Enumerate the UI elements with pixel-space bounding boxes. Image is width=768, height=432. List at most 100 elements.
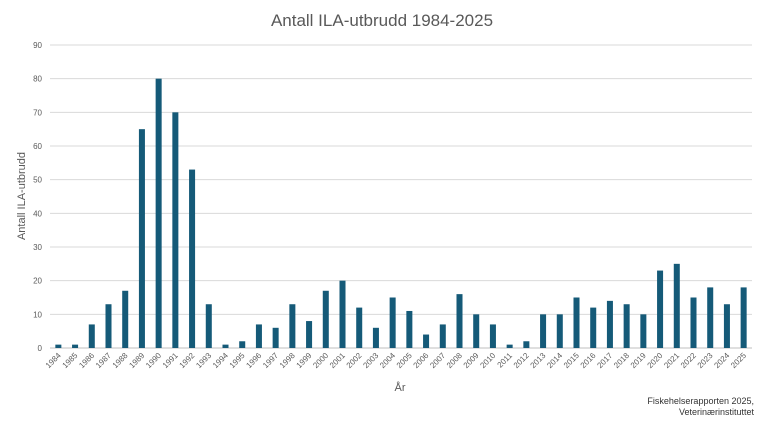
bar-1987	[105, 304, 112, 348]
bar-2019	[640, 314, 647, 348]
bar-2011	[506, 344, 513, 348]
x-tick-label: 2007	[428, 351, 447, 370]
source-line-2: Veterinærinstituttet	[678, 407, 754, 417]
source-note: Fiskehelserapporten 2025, Veterinærinsti…	[647, 396, 754, 418]
bar-1989	[138, 129, 145, 348]
bar-2007	[439, 324, 446, 348]
x-tick-label: 2015	[562, 351, 581, 370]
bar-2005	[406, 310, 413, 348]
x-tick-label: 1995	[228, 351, 247, 370]
bar-2025	[740, 287, 747, 348]
bars	[55, 78, 747, 349]
chart-title: Antall ILA-utbrudd 1984-2025	[271, 11, 493, 30]
x-tick-label: 1991	[161, 351, 180, 370]
x-tick-label: 1989	[127, 351, 146, 370]
x-tick-label: 2017	[595, 351, 614, 370]
x-tick-label: 2024	[712, 351, 731, 370]
x-tick-label: 1999	[295, 351, 314, 370]
x-tick-label: 1994	[211, 351, 230, 370]
x-tick-label: 2023	[696, 351, 715, 370]
bar-1991	[172, 112, 179, 348]
x-tick-label: 2020	[646, 351, 665, 370]
bar-2022	[690, 297, 697, 348]
y-axis-label: Antall ILA-utbrudd	[16, 152, 28, 240]
bar-1992	[189, 169, 196, 348]
y-tick-label: 0	[38, 344, 43, 353]
y-tick-label: 70	[33, 108, 42, 117]
bar-2010	[489, 324, 496, 348]
x-tick-label: 2004	[378, 351, 397, 370]
bar-2015	[573, 297, 580, 348]
x-axis-label: År	[395, 381, 406, 394]
x-tick-label: 1997	[261, 351, 280, 370]
source-line-1: Fiskehelserapporten 2025,	[647, 396, 754, 406]
bar-2000	[322, 290, 329, 348]
bar-2017	[606, 300, 613, 348]
y-tick-label: 30	[33, 243, 42, 252]
bar-1990	[155, 78, 162, 349]
x-tick-label: 2018	[612, 351, 631, 370]
gridlines	[50, 44, 752, 349]
x-tick-label: 1996	[244, 351, 263, 370]
bar-2024	[723, 304, 730, 348]
bar-1995	[239, 341, 246, 348]
bar-2006	[423, 334, 430, 348]
bar-1998	[289, 304, 296, 348]
bar-1985	[72, 344, 79, 348]
bar-2023	[707, 287, 714, 348]
x-tick-label: 2016	[579, 351, 598, 370]
bar-2004	[389, 297, 396, 348]
y-tick-label: 50	[33, 176, 42, 185]
y-tick-label: 90	[33, 41, 42, 50]
x-tick-label: 1986	[77, 351, 96, 370]
bar-2008	[456, 294, 463, 348]
x-tick-label: 1998	[278, 351, 297, 370]
x-tick-label: 1988	[111, 351, 130, 370]
x-axis-ticks: 1984198519861987198819891990199119921993…	[44, 351, 749, 370]
bar-2012	[523, 341, 530, 348]
y-axis-ticks: 0 10 20 30 40 50 60 70 80 90	[33, 41, 42, 353]
x-tick-label: 2019	[629, 351, 648, 370]
x-tick-label: 2009	[462, 351, 481, 370]
y-tick-label: 10	[33, 310, 42, 319]
x-tick-label: 2022	[679, 351, 698, 370]
x-tick-label: 2021	[662, 351, 681, 370]
bar-2014	[556, 314, 563, 348]
bar-2018	[623, 304, 630, 348]
x-tick-label: 2025	[729, 351, 748, 370]
y-tick-label: 20	[33, 277, 42, 286]
bar-1996	[255, 324, 262, 348]
bar-1999	[306, 321, 313, 348]
bar-2002	[356, 307, 363, 348]
x-tick-label: 2011	[496, 351, 515, 370]
x-tick-label: 1987	[94, 351, 113, 370]
x-tick-label: 2002	[345, 351, 364, 370]
bar-2003	[372, 327, 379, 348]
bar-2021	[673, 263, 680, 348]
x-tick-label: 1990	[144, 351, 163, 370]
bar-1993	[205, 304, 212, 348]
bar-2013	[540, 314, 547, 348]
x-tick-label: 2010	[478, 351, 497, 370]
x-tick-label: 2012	[512, 351, 531, 370]
x-tick-label: 2005	[395, 351, 414, 370]
y-tick-label: 60	[33, 142, 42, 151]
bar-1986	[88, 324, 95, 348]
x-tick-label: 2003	[361, 351, 380, 370]
bar-1994	[222, 344, 229, 348]
x-tick-label: 1993	[194, 351, 213, 370]
bar-1997	[272, 327, 279, 348]
x-tick-label: 1984	[44, 351, 63, 370]
bar-2016	[590, 307, 597, 348]
bar-2020	[657, 270, 664, 348]
x-tick-label: 2006	[412, 351, 431, 370]
bar-1984	[55, 344, 62, 348]
x-tick-label: 1985	[61, 351, 80, 370]
bar-2009	[473, 314, 480, 348]
x-tick-label: 2013	[529, 351, 548, 370]
y-tick-label: 80	[33, 75, 42, 84]
x-tick-label: 1992	[178, 351, 197, 370]
bar-1988	[122, 290, 129, 348]
x-tick-label: 2001	[328, 351, 347, 370]
x-tick-label: 2014	[545, 351, 564, 370]
